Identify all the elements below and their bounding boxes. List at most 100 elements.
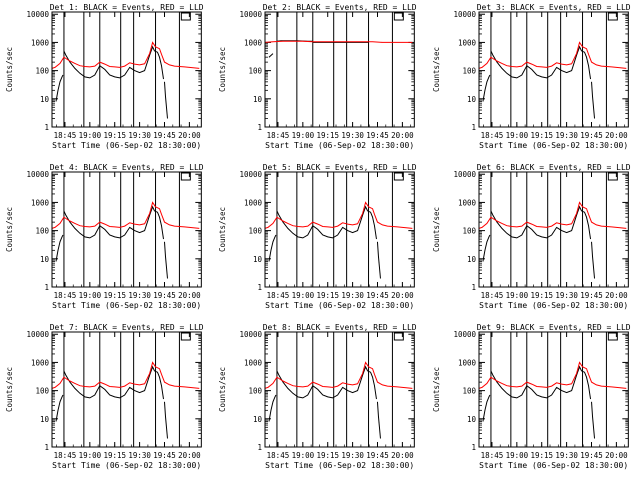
x-axis-label: Start Time (06-Sep-02 18:30:00) xyxy=(479,301,628,310)
y-tick-label: 10000 xyxy=(453,330,476,339)
events-series-line xyxy=(590,401,595,439)
x-tick-label: 19:00 xyxy=(79,291,102,300)
y-tick-label: 10000 xyxy=(26,330,49,339)
legend-box xyxy=(607,332,618,341)
x-tick-label: 19:00 xyxy=(505,291,528,300)
x-tick-label: 19:45 xyxy=(153,131,176,140)
y-tick-label: 10 xyxy=(253,415,263,424)
x-tick-label: 19:45 xyxy=(580,291,603,300)
x-axis-label: Start Time (06-Sep-02 18:30:00) xyxy=(52,461,201,470)
legend-box xyxy=(394,12,405,21)
x-tick-label: 19:30 xyxy=(342,291,365,300)
chart-panel-3: 1 10 100 1000 10000 18:45 19:00 19:15 19:30 19:45… xyxy=(432,3,631,150)
chart-title: Det 1: BLACK = Events, RED = LLD xyxy=(50,3,204,12)
y-axis-label: Counts/sec xyxy=(432,367,441,412)
lld-series-line xyxy=(478,361,627,389)
x-tick-label: 20:00 xyxy=(391,451,414,460)
legend-box xyxy=(180,332,191,341)
x-tick-label: 18:45 xyxy=(54,451,77,460)
plot-frame xyxy=(478,11,629,128)
chart-panel-5: 1 10 100 1000 10000 18:45 19:00 19:15 19:30 19:45… xyxy=(218,163,417,310)
legend-box xyxy=(180,12,191,21)
y-tick-label: 1 xyxy=(44,443,49,452)
y-tick-label: 100 xyxy=(249,67,263,76)
x-tick-label: 19:45 xyxy=(153,451,176,460)
x-tick-label: 19:15 xyxy=(103,131,126,140)
y-tick-label: 10 xyxy=(467,415,477,424)
x-tick-label: 18:45 xyxy=(480,131,503,140)
x-tick-label: 19:45 xyxy=(367,131,390,140)
x-tick-label: 19:15 xyxy=(103,451,126,460)
y-tick-label: 1 xyxy=(258,123,263,132)
chart-panel-8: 1 10 100 1000 10000 18:45 19:00 19:15 19:30 19:45… xyxy=(218,323,417,470)
events-series-line xyxy=(590,81,595,119)
x-tick-label: 19:00 xyxy=(505,451,528,460)
x-tick-label: 19:30 xyxy=(555,451,578,460)
y-tick-label: 100 xyxy=(35,387,49,396)
y-tick-label: 10 xyxy=(40,415,50,424)
x-tick-label: 20:00 xyxy=(605,451,628,460)
plot-frame xyxy=(51,331,202,448)
y-tick-label: 10 xyxy=(467,95,477,104)
x-tick-label: 19:15 xyxy=(103,291,126,300)
events-series-line xyxy=(482,234,491,262)
lld-series-line xyxy=(51,41,200,69)
lld-series-line xyxy=(51,201,200,229)
x-tick-label: 19:30 xyxy=(128,291,151,300)
lld-series-line xyxy=(265,361,413,389)
events-series-line xyxy=(268,53,274,58)
x-axis-label: Start Time (06-Sep-02 18:30:00) xyxy=(265,301,414,310)
events-series-line xyxy=(377,401,382,439)
y-tick-label: 100 xyxy=(462,227,476,236)
plot-area xyxy=(51,12,200,127)
y-tick-label: 1000 xyxy=(244,198,263,207)
y-tick-label: 10000 xyxy=(240,330,263,339)
y-axis-label: Counts/sec xyxy=(218,207,227,252)
x-tick-label: 18:45 xyxy=(480,451,503,460)
y-tick-label: 1 xyxy=(471,443,476,452)
lld-series-line xyxy=(478,41,627,69)
x-tick-label: 19:30 xyxy=(555,291,578,300)
x-tick-label: 19:30 xyxy=(555,131,578,140)
plot-frame xyxy=(264,11,416,128)
plot-area xyxy=(478,12,627,127)
y-tick-label: 1000 xyxy=(31,198,50,207)
y-tick-label: 10000 xyxy=(26,170,49,179)
x-tick-label: 19:30 xyxy=(342,451,365,460)
y-tick-label: 10 xyxy=(467,255,477,264)
y-tick-label: 10000 xyxy=(26,10,49,19)
x-axis-label: Start Time (06-Sep-02 18:30:00) xyxy=(265,141,414,150)
events-series-line xyxy=(55,74,64,102)
y-tick-label: 100 xyxy=(462,387,476,396)
x-tick-label: 18:45 xyxy=(54,131,77,140)
lld-series-line xyxy=(265,201,413,229)
y-tick-label: 1000 xyxy=(31,38,50,47)
x-axis-label: Start Time (06-Sep-02 18:30:00) xyxy=(479,141,628,150)
x-tick-label: 19:15 xyxy=(317,291,340,300)
y-tick-label: 1 xyxy=(471,123,476,132)
x-axis-label: Start Time (06-Sep-02 18:30:00) xyxy=(52,141,201,150)
y-axis-label: Counts/sec xyxy=(432,47,441,92)
events-series-line xyxy=(482,74,491,102)
x-tick-label: 18:45 xyxy=(54,291,77,300)
x-tick-label: 19:45 xyxy=(153,291,176,300)
x-tick-label: 20:00 xyxy=(605,291,628,300)
chart-panel-9: 1 10 100 1000 10000 18:45 19:00 19:15 19:30 19:45… xyxy=(432,323,631,470)
plot-area xyxy=(51,332,200,447)
legend-box xyxy=(180,172,191,181)
y-axis-label: Counts/sec xyxy=(432,207,441,252)
x-tick-label: 18:45 xyxy=(267,451,290,460)
x-tick-label: 19:45 xyxy=(580,451,603,460)
x-axis-label: Start Time (06-Sep-02 18:30:00) xyxy=(265,461,414,470)
y-tick-label: 1 xyxy=(44,283,49,292)
y-tick-label: 1000 xyxy=(458,38,477,47)
y-axis-label: Counts/sec xyxy=(218,47,227,92)
chart-title: Det 8: BLACK = Events, RED = LLD xyxy=(263,323,417,332)
x-tick-label: 19:00 xyxy=(505,131,528,140)
legend-box xyxy=(394,332,405,341)
y-tick-label: 100 xyxy=(35,67,49,76)
x-tick-label: 20:00 xyxy=(178,451,201,460)
x-tick-label: 19:15 xyxy=(530,131,553,140)
events-series-line xyxy=(55,394,64,422)
y-tick-label: 1 xyxy=(471,283,476,292)
